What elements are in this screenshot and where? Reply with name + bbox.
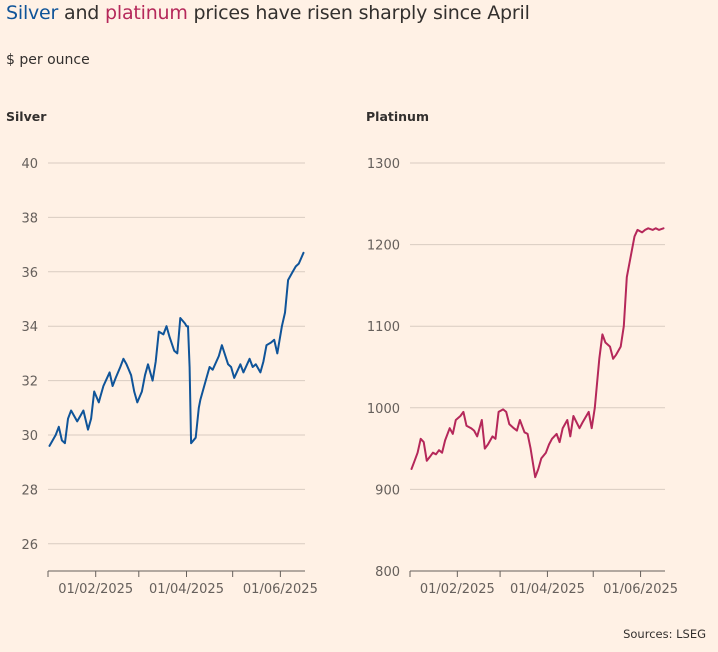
platinum-x-tick-label: 01/02/2025 [420,582,495,597]
platinum-y-tick-label: 1000 [367,402,400,417]
title-silver-word: Silver [6,2,59,24]
chart-title: Silver and platinum prices have risen sh… [6,2,530,24]
silver-y-tick-label: 38 [21,211,38,226]
silver-y-tick-label: 26 [21,538,38,553]
title-and-word: and [58,2,105,24]
platinum-panel-title: Platinum [366,109,429,124]
source-note: Sources: LSEG [623,627,706,641]
silver-x-tick-label: 01/02/2025 [58,582,133,597]
silver-x-tick-label: 01/04/2025 [149,582,224,597]
title-rest: prices have risen sharply since April [187,2,530,24]
platinum-y-tick-label: 900 [375,483,400,498]
platinum-x-tick-label: 01/06/2025 [603,582,678,597]
platinum-y-tick-label: 1100 [367,320,400,335]
silver-y-tick-label: 40 [21,157,38,172]
silver-y-tick-label: 34 [21,320,38,335]
silver-y-tick-label: 30 [21,429,38,444]
silver-y-tick-label: 32 [21,375,38,390]
silver-y-tick-label: 28 [21,483,38,498]
platinum-x-tick-label: 01/04/2025 [510,582,585,597]
chart-subtitle: $ per ounce [6,52,90,68]
silver-panel-title: Silver [6,109,47,124]
silver-y-tick-label: 36 [21,266,38,281]
platinum-y-tick-label: 1300 [367,157,400,172]
platinum-y-tick-label: 800 [375,565,400,580]
platinum-y-tick-label: 1200 [367,239,400,254]
title-platinum-word: platinum [105,2,188,24]
silver-price-line [48,251,305,447]
platinum-price-line [410,227,665,479]
silver-x-tick-label: 01/06/2025 [243,582,318,597]
